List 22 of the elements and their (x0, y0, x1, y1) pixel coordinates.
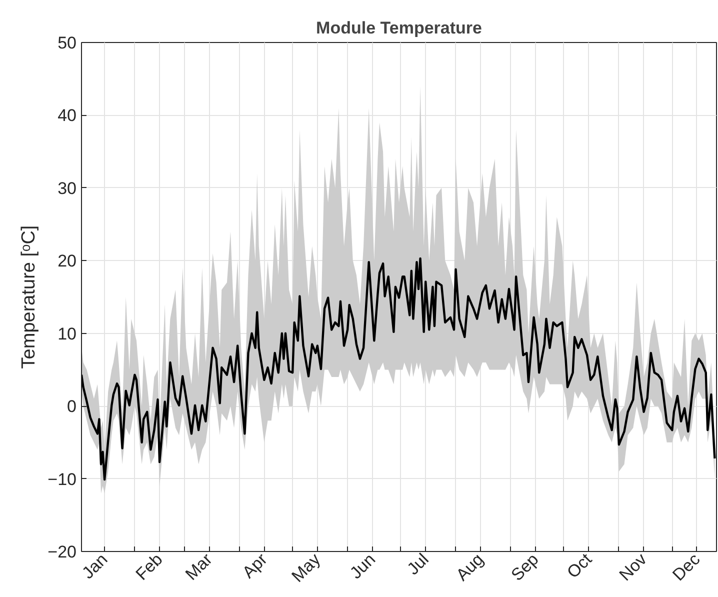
x-tick-label: Jan (78, 550, 112, 583)
x-tick-label: Oct (563, 550, 596, 582)
x-tick-label: May (288, 549, 324, 586)
x-tick-label: Dec (668, 549, 704, 585)
x-tick-label: Nov (616, 549, 651, 585)
y-tick-label: 20 (58, 252, 77, 271)
y-tick-label: 50 (58, 34, 77, 52)
x-tick-label: Sep (507, 550, 542, 585)
x-tick-label: Feb (132, 550, 166, 584)
y-tick-label: 0 (67, 397, 77, 416)
x-tick-label: Jul (404, 550, 432, 579)
x-tick-label: Jun (346, 550, 380, 583)
y-tick-label: 30 (58, 178, 77, 198)
y-tick-label: −10 (48, 470, 77, 489)
x-tick-label: Mar (182, 550, 216, 584)
y-tick-label: −20 (48, 542, 77, 562)
y-tick-label: 40 (58, 106, 77, 126)
x-tick-label: Apr (238, 550, 272, 582)
x-tick-label: Aug (452, 550, 488, 585)
chart-title: Module Temperature (316, 18, 482, 38)
y-axis-title: Temperature [ᵒC] (18, 225, 40, 369)
y-tick-label: 10 (58, 324, 77, 344)
